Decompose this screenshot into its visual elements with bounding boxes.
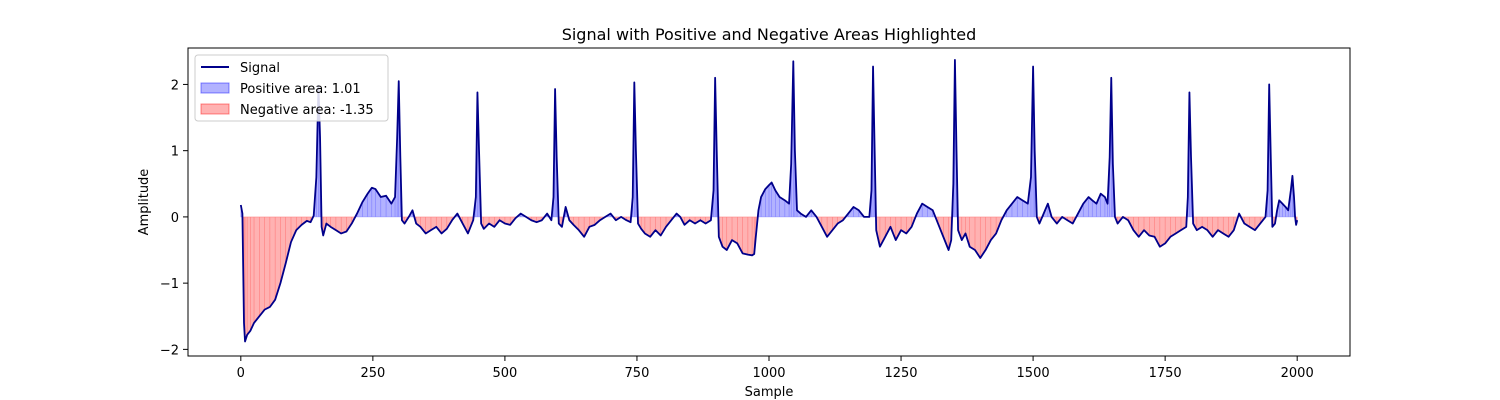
chart-title: Signal with Positive and Negative Areas … xyxy=(562,25,977,44)
x-tick-label: 1500 xyxy=(1017,366,1050,381)
legend-entry-label: Signal xyxy=(240,61,280,76)
y-tick-label: 2 xyxy=(171,78,179,93)
signal-line xyxy=(239,59,1299,343)
x-axis: 0 250 500 750 1000 1250 1500 1750 2000 xyxy=(237,356,1314,381)
x-tick-label: 750 xyxy=(625,366,650,381)
legend-negative-swatch xyxy=(200,103,230,115)
legend-positive-swatch xyxy=(200,82,230,94)
legend-entry-label: Positive area: 1.01 xyxy=(240,82,361,97)
x-tick-label: 2000 xyxy=(1281,366,1314,381)
x-axis-label: Sample xyxy=(745,385,794,400)
x-tick-label: 0 xyxy=(237,366,245,381)
y-tick-label: 1 xyxy=(171,145,179,160)
legend-entry-label: Negative area: -1.35 xyxy=(240,103,374,118)
y-axis: −2 −1 0 1 2 xyxy=(160,78,188,358)
x-tick-label: 1250 xyxy=(884,366,917,381)
x-tick-label: 1750 xyxy=(1149,366,1182,381)
legend-box xyxy=(194,54,389,122)
y-tick-label: −1 xyxy=(160,277,179,292)
y-tick-label: 0 xyxy=(171,211,179,226)
signal-layer xyxy=(239,59,1299,343)
x-tick-label: 250 xyxy=(360,366,385,381)
y-axis-label: Amplitude xyxy=(137,169,152,236)
x-tick-label: 1000 xyxy=(752,366,785,381)
x-tick-label: 500 xyxy=(492,366,517,381)
y-tick-label: −2 xyxy=(160,343,179,358)
legend: Signal Positive area: 1.01 Negative area: … xyxy=(194,54,389,122)
